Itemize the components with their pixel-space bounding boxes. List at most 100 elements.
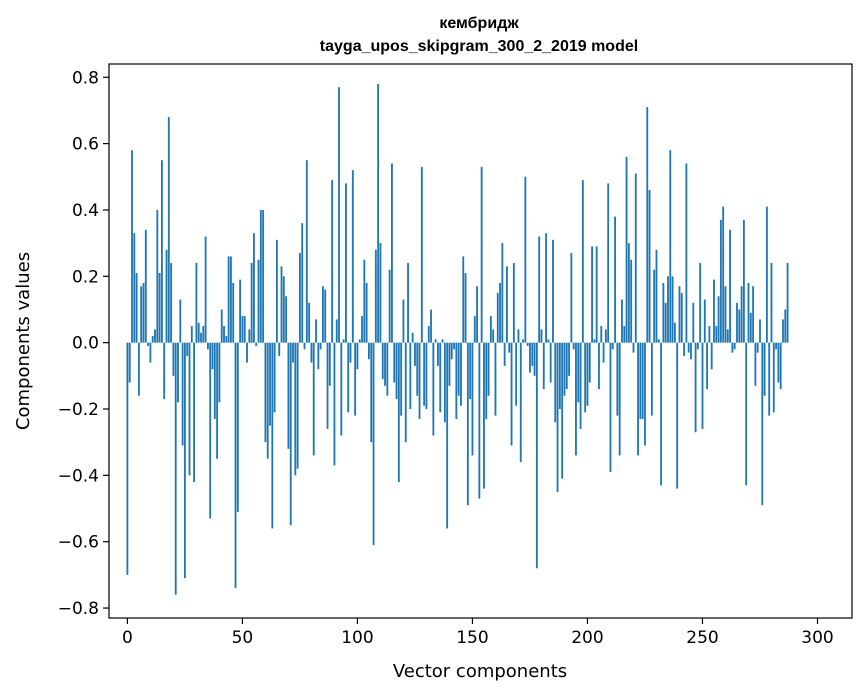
bar-31 xyxy=(197,322,200,343)
y-axis-label: Components values xyxy=(13,252,34,430)
bar-130 xyxy=(425,342,428,410)
x-tick-label-0: 0 xyxy=(122,628,133,648)
bar-195 xyxy=(575,342,577,456)
bar-119 xyxy=(400,342,403,416)
bar-242 xyxy=(683,342,685,356)
bar-138 xyxy=(443,342,446,423)
bar-205 xyxy=(598,342,600,390)
bar-174 xyxy=(526,342,529,346)
bar-160 xyxy=(494,342,497,416)
bar-253 xyxy=(708,326,711,343)
bar-131 xyxy=(427,326,430,343)
bar-187 xyxy=(556,342,559,492)
bar-192 xyxy=(568,342,570,376)
bar-7 xyxy=(142,282,145,343)
bar-69 xyxy=(285,296,288,343)
bar-198 xyxy=(581,180,584,343)
bar-89 xyxy=(331,180,334,343)
bar-63 xyxy=(271,342,274,529)
bar-29 xyxy=(193,342,196,482)
bar-200 xyxy=(586,342,589,406)
bar-251 xyxy=(703,299,706,343)
y-tick-label-2: −0.4 xyxy=(58,466,99,486)
bar-123 xyxy=(409,342,412,410)
bar-90 xyxy=(333,342,336,466)
bar-258 xyxy=(719,219,722,343)
y-tick-label-3: −0.2 xyxy=(58,400,99,420)
bar-81 xyxy=(312,342,315,456)
bar-121 xyxy=(404,342,407,443)
bar-72 xyxy=(292,342,294,363)
bar-273 xyxy=(754,342,757,386)
bar-158 xyxy=(489,316,492,343)
bar-120 xyxy=(402,299,405,343)
bar-106 xyxy=(370,342,373,443)
bar-4 xyxy=(135,272,138,343)
bar-59 xyxy=(262,209,265,343)
bar-157 xyxy=(487,342,490,396)
bar-96 xyxy=(347,342,350,413)
bar-1 xyxy=(128,342,131,383)
bar-222 xyxy=(637,342,639,456)
bar-283 xyxy=(777,342,780,383)
bar-70 xyxy=(287,342,290,449)
bar-32 xyxy=(200,332,202,343)
bar-3 xyxy=(133,233,136,343)
bar-39 xyxy=(216,342,219,459)
x-tick-label-100: 100 xyxy=(341,628,373,648)
bar-270 xyxy=(747,282,750,343)
bar-237 xyxy=(671,276,674,343)
bar-34 xyxy=(204,236,207,343)
y-tick-label-5: 0.2 xyxy=(72,267,99,287)
bar-265 xyxy=(736,302,738,343)
bar-235 xyxy=(667,276,669,343)
bar-215 xyxy=(621,299,623,343)
bar-137 xyxy=(441,339,444,343)
bar-47 xyxy=(234,342,237,589)
bar-144 xyxy=(457,342,460,396)
bar-208 xyxy=(604,329,607,343)
bar-285 xyxy=(782,319,784,343)
bar-218 xyxy=(627,243,630,343)
bar-24 xyxy=(181,342,184,446)
bar-194 xyxy=(572,342,575,350)
bar-211 xyxy=(611,342,614,350)
bar-58 xyxy=(259,209,262,343)
bar-188 xyxy=(558,342,561,410)
bar-203 xyxy=(593,339,596,343)
bar-264 xyxy=(733,342,736,350)
bar-257 xyxy=(717,296,720,343)
bar-93 xyxy=(340,342,343,436)
bar-15 xyxy=(160,160,163,343)
bar-46 xyxy=(232,282,235,343)
bar-266 xyxy=(738,309,741,343)
bar-76 xyxy=(301,223,304,343)
bar-100 xyxy=(356,342,359,370)
bar-155 xyxy=(483,342,485,489)
y-tick-label-7: 0.6 xyxy=(72,135,99,155)
bar-35 xyxy=(206,342,209,350)
y-tick-label-8: 0.8 xyxy=(72,68,99,88)
bar-172 xyxy=(522,339,524,343)
bar-238 xyxy=(673,322,676,343)
bar-78 xyxy=(305,160,308,343)
bar-252 xyxy=(706,342,708,390)
bar-13 xyxy=(156,209,159,343)
bar-206 xyxy=(600,326,603,343)
bar-38 xyxy=(213,342,216,419)
y-tick-label-4: 0.0 xyxy=(72,334,99,354)
bar-256 xyxy=(715,326,718,343)
bar-87 xyxy=(326,342,329,429)
x-tick-label-150: 150 xyxy=(456,628,488,648)
bar-259 xyxy=(722,206,725,343)
bar-18 xyxy=(167,117,170,343)
bar-143 xyxy=(455,342,458,419)
bar-280 xyxy=(770,263,773,343)
bar-23 xyxy=(179,299,182,343)
bar-260 xyxy=(724,286,727,343)
bar-176 xyxy=(531,342,534,366)
bar-113 xyxy=(386,342,389,396)
bar-67 xyxy=(280,266,283,343)
bar-52 xyxy=(246,342,248,363)
bar-79 xyxy=(308,302,311,343)
